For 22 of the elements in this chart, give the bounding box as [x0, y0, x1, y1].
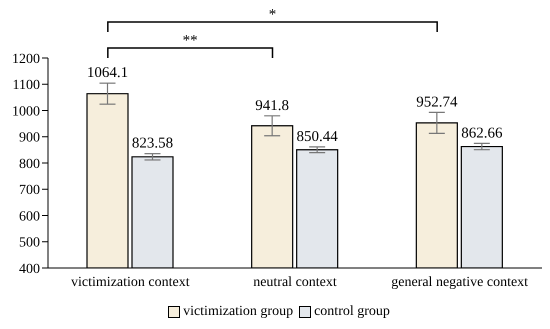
y-tick-label: 1100: [12, 78, 40, 94]
y-tick-label: 1000: [12, 104, 40, 120]
y-tick-label: 800: [19, 156, 40, 172]
text: **: [182, 33, 198, 49]
legend-label: victimization group: [183, 304, 294, 320]
y-tick-label: 1200: [12, 52, 40, 67]
data-label: 1064.1: [86, 65, 128, 82]
data-label: 952.74: [416, 94, 458, 110]
data-label: 862.66: [461, 125, 503, 142]
data-label: 941.8: [255, 98, 290, 114]
y-tick-label: 900: [19, 130, 40, 146]
x-tick-label: victimization context: [71, 274, 190, 290]
y-tick-label: 600: [19, 209, 40, 224]
x-tick-label: general negative context: [391, 274, 528, 290]
y-tick-label: 700: [19, 183, 40, 198]
data-label: 823.58: [132, 136, 174, 152]
y-tick-label: 400: [19, 262, 40, 277]
text: *: [268, 7, 276, 23]
data-label: 850.44: [296, 128, 338, 145]
legend-label: control group: [314, 304, 390, 320]
y-tick-label: 500: [19, 236, 40, 251]
x-tick-label: neutral context: [253, 274, 337, 290]
